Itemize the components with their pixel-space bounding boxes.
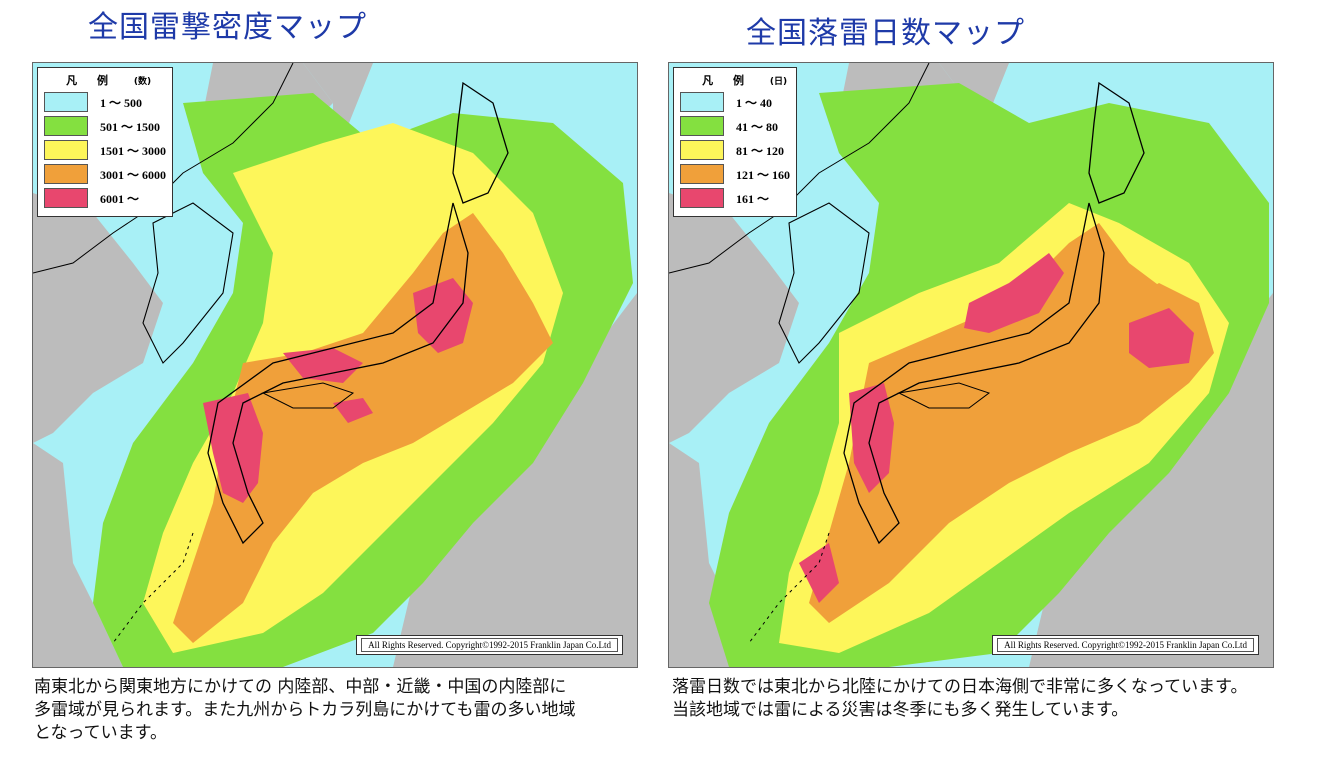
legend-item: 1 ～ 500 [44,90,166,114]
legend-swatch [44,92,88,112]
legend-item: 501 ～ 1500 [44,114,166,138]
legend-label: 1501 ～ 3000 [100,143,167,158]
legend-label: 6001 ～ [100,191,140,206]
legend-label: 81 ～ 120 [736,143,785,158]
right-map-caption: 落雷日数では東北から北陸にかけての日本海側で非常に多くなっています。 当該地域で… [672,676,1332,722]
legend-swatch [680,188,724,208]
legend-swatch [680,164,724,184]
legend-item: 81 ～ 120 [680,138,790,162]
legend-swatch [44,116,88,136]
lightning-density-map: 凡 例 (数) 1 ～ 500 501 ～ 1500 1501 ～ 3000 3… [32,62,638,668]
legend-title: 凡 例 [702,74,752,87]
legend-unit: (日) [769,77,788,87]
copyright-notice: All Rights Reserved. Copyright©1992-2015… [356,635,623,655]
right-map-title: 全国落雷日数マップ [746,16,1025,51]
legend-title: 凡 例 [66,74,116,87]
legend-item: 1501 ～ 3000 [44,138,166,162]
legend-label: 41 ～ 80 [736,119,779,134]
legend-item: 41 ～ 80 [680,114,790,138]
left-map-caption: 南東北から関東地方にかけての 内陸部、中部・近畿・中国の内陸部に 多雷域が見られ… [34,676,654,745]
legend-item: 1 ～ 40 [680,90,790,114]
legend-label: 1 ～ 500 [100,95,143,110]
legend-label: 3001 ～ 6000 [100,167,167,182]
legend-swatch [44,188,88,208]
legend-item: 3001 ～ 6000 [44,162,166,186]
legend-swatch [44,164,88,184]
copyright-text: All Rights Reserved. Copyright©1992-2015… [997,638,1254,652]
legend-label: 161 ～ [736,191,770,206]
lightning-days-map: 凡 例 (日) 1 ～ 40 41 ～ 80 81 ～ 120 121 ～ 16… [668,62,1274,668]
caption-line: 多雷域が見られます。また九州からトカラ列島にかけても雷の多い地域 [34,700,576,720]
legend-swatch [680,140,724,160]
legend-swatch [680,92,724,112]
legend-item: 6001 ～ [44,186,166,210]
caption-line: 当該地域では雷による災害は冬季にも多く発生しています。 [672,700,1129,720]
caption-line: 落雷日数では東北から北陸にかけての日本海側で非常に多くなっています。 [672,677,1248,697]
lightning-days-map-image [669,63,1273,667]
legend-header: 凡 例 (日) [680,72,790,90]
caption-line: 南東北から関東地方にかけての 内陸部、中部・近畿・中国の内陸部に [34,677,567,697]
legend-swatch [680,116,724,136]
copyright-notice: All Rights Reserved. Copyright©1992-2015… [992,635,1259,655]
lightning-density-map-image [33,63,637,667]
legend-label: 501 ～ 1500 [100,119,161,134]
left-map-title: 全国雷撃密度マップ [88,10,367,45]
legend-item: 161 ～ [680,186,790,210]
legend-unit: (数) [133,77,152,87]
right-map-legend: 凡 例 (日) 1 ～ 40 41 ～ 80 81 ～ 120 121 ～ 16… [673,67,798,217]
legend-swatch [44,140,88,160]
legend-item: 121 ～ 160 [680,162,790,186]
legend-label: 121 ～ 160 [736,167,791,182]
legend-header: 凡 例 (数) [44,72,166,90]
left-map-legend: 凡 例 (数) 1 ～ 500 501 ～ 1500 1501 ～ 3000 3… [37,67,174,217]
caption-line: となっています。 [34,723,167,743]
copyright-text: All Rights Reserved. Copyright©1992-2015… [361,638,618,652]
legend-label: 1 ～ 40 [736,95,773,110]
